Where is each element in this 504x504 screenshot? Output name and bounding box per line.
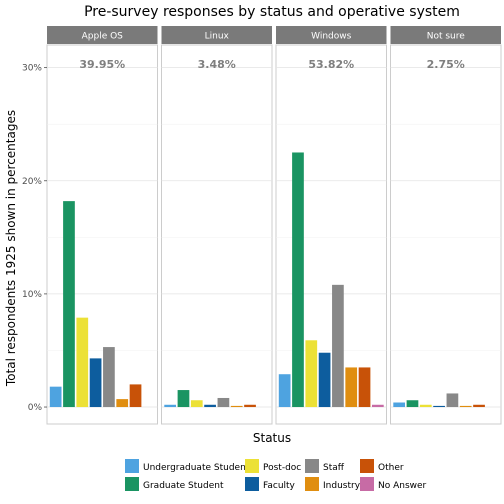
bar-staff xyxy=(103,347,115,408)
legend-label: Faculty xyxy=(263,481,296,491)
legend-swatch xyxy=(305,477,319,491)
bar-industry xyxy=(116,399,129,408)
legend-swatch xyxy=(360,459,374,473)
facet-not-sure: Not sure 2.75% xyxy=(390,26,502,425)
legend-item-industry: Industry xyxy=(305,477,361,491)
facet-strip xyxy=(161,26,272,44)
facet-linux: Linux 3.48% xyxy=(161,26,273,425)
x-axis-title: Status xyxy=(253,431,291,445)
bar-industry xyxy=(459,405,472,408)
bar-post-doc xyxy=(190,400,203,408)
legend-label: Industry xyxy=(323,481,361,491)
bar-staff xyxy=(446,393,459,408)
legend-swatch xyxy=(305,459,319,473)
facet-strip xyxy=(47,26,158,44)
bar-graduate-student xyxy=(177,390,190,408)
bar-faculty xyxy=(433,405,445,408)
facet-strip-label: Not sure xyxy=(427,32,466,42)
legend-item-other: Other xyxy=(360,459,404,473)
panel-total-label: 2.75% xyxy=(427,58,465,71)
bar-faculty xyxy=(318,352,331,408)
y-axis: 0% 10% 20% 30% xyxy=(22,64,47,413)
legend-label: Other xyxy=(378,463,404,473)
facet-windows: Windows 53.82% xyxy=(275,26,387,425)
bar-post-doc xyxy=(419,404,432,408)
legend-item-post-doc: Post-doc xyxy=(245,459,301,473)
legend-label: Undergraduate Student xyxy=(143,463,250,473)
bar-undergraduate-student xyxy=(278,374,291,408)
panel-border xyxy=(390,44,502,425)
facet-strip xyxy=(276,26,387,44)
bar-undergraduate-student xyxy=(164,404,177,408)
legend-item-no-answer: No Answer xyxy=(360,477,427,491)
bar-other xyxy=(244,404,256,408)
bar-post-doc xyxy=(305,340,318,408)
chart-title: Pre-survey responses by status and opera… xyxy=(84,4,460,20)
bar-post-doc xyxy=(76,317,89,408)
panel-total-label: 39.95% xyxy=(79,58,125,71)
bar-other xyxy=(129,384,142,408)
bar-faculty xyxy=(89,358,102,408)
bar-graduate-student xyxy=(292,152,304,408)
y-tick-label: 0% xyxy=(28,403,43,413)
legend-swatch xyxy=(360,477,374,491)
bar-graduate-student xyxy=(63,201,75,408)
bar-undergraduate-student xyxy=(393,402,406,408)
legend-label: Post-doc xyxy=(263,463,301,473)
bar-staff xyxy=(332,284,344,408)
bar-other xyxy=(473,404,485,408)
legend-swatch xyxy=(125,459,139,473)
bar-undergraduate-student xyxy=(49,386,62,408)
legend-swatch xyxy=(245,459,259,473)
bar-graduate-student xyxy=(406,400,419,408)
bar-staff xyxy=(217,397,230,408)
bar-no-answer xyxy=(371,404,384,408)
bar-industry xyxy=(230,405,243,408)
legend-item-graduate-student: Graduate Student xyxy=(125,477,224,491)
facet-strip-label: Windows xyxy=(311,32,351,42)
panel-total-label: 53.82% xyxy=(308,58,354,71)
legend-item-faculty: Faculty xyxy=(245,477,296,491)
y-axis-title: Total respondents 1925 shown in percenta… xyxy=(4,110,18,387)
facet-apple-os: Apple OS 39.95% xyxy=(46,26,158,425)
bar-faculty xyxy=(204,404,216,408)
legend-item-undergraduate-student: Undergraduate Student xyxy=(125,459,250,473)
legend-swatch xyxy=(245,477,259,491)
legend-label: Graduate Student xyxy=(143,481,224,491)
bar-other xyxy=(358,367,371,408)
legend-label: No Answer xyxy=(378,481,427,491)
panel-border xyxy=(161,44,273,425)
bar-industry xyxy=(345,367,358,408)
legend-label: Staff xyxy=(323,463,345,473)
panel-total-label: 3.48% xyxy=(198,58,236,71)
facet-panels: Apple OS 39.95% Linux 3.48% Windows 53.82% Not… xyxy=(46,26,502,425)
facet-strip xyxy=(390,26,501,44)
facet-strip-label: Apple OS xyxy=(82,32,124,42)
legend-item-staff: Staff xyxy=(305,459,345,473)
y-tick-label: 10% xyxy=(22,290,42,300)
legend: Undergraduate Student Graduate Student Pos… xyxy=(125,459,427,491)
facet-strip-label: Linux xyxy=(205,32,230,42)
y-tick-label: 30% xyxy=(22,64,42,74)
legend-swatch xyxy=(125,477,139,491)
y-tick-label: 20% xyxy=(22,177,42,187)
